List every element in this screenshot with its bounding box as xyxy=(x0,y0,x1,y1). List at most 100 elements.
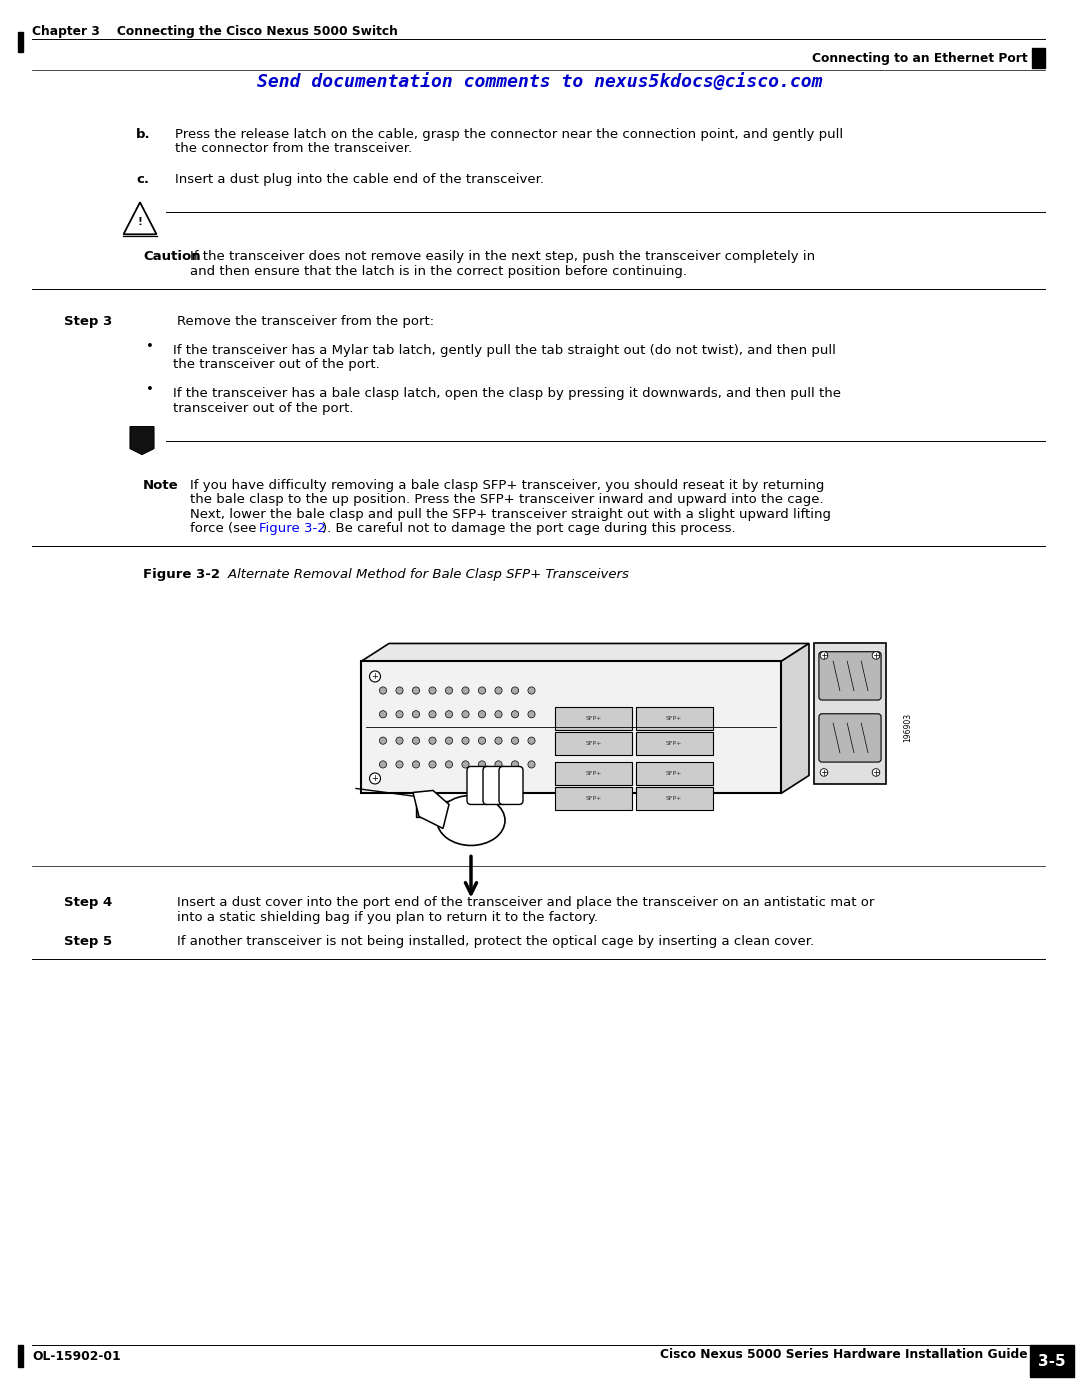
Circle shape xyxy=(478,738,486,745)
Bar xyxy=(416,802,471,817)
Circle shape xyxy=(379,761,387,768)
Text: Insert a dust plug into the cable end of the transceiver.: Insert a dust plug into the cable end of… xyxy=(175,173,544,186)
Circle shape xyxy=(429,711,436,718)
Text: SFP+: SFP+ xyxy=(666,796,683,800)
Text: If the transceiver has a bale clasp latch, open the clasp by pressing it downwar: If the transceiver has a bale clasp latc… xyxy=(173,387,841,400)
Text: Insert a dust cover into the port end of the transceiver and place the transceiv: Insert a dust cover into the port end of… xyxy=(177,897,875,909)
Circle shape xyxy=(462,761,469,768)
Text: Send documentation comments to nexus5kdocs@cisco.com: Send documentation comments to nexus5kdo… xyxy=(257,73,823,91)
Text: force (see: force (see xyxy=(190,522,260,535)
Text: !: ! xyxy=(137,218,143,228)
Text: Connecting to an Ethernet Port: Connecting to an Ethernet Port xyxy=(812,52,1028,64)
Circle shape xyxy=(396,687,403,694)
Text: +: + xyxy=(372,672,378,680)
Text: into a static shielding bag if you plan to return it to the factory.: into a static shielding bag if you plan … xyxy=(177,911,598,923)
Text: Note: Note xyxy=(143,479,178,492)
Text: Step 5: Step 5 xyxy=(64,935,112,949)
Text: +: + xyxy=(372,774,378,782)
Text: transceiver out of the port.: transceiver out of the port. xyxy=(173,401,353,415)
Circle shape xyxy=(396,738,403,745)
Bar xyxy=(1030,1345,1074,1377)
Text: Remove the transceiver from the port:: Remove the transceiver from the port: xyxy=(177,316,434,328)
Circle shape xyxy=(495,761,502,768)
Text: OL-15902-01: OL-15902-01 xyxy=(32,1351,121,1363)
Circle shape xyxy=(445,738,453,745)
Circle shape xyxy=(495,687,502,694)
Text: •: • xyxy=(146,339,153,353)
Bar xyxy=(361,661,781,793)
Circle shape xyxy=(413,687,420,694)
Circle shape xyxy=(429,738,436,745)
FancyBboxPatch shape xyxy=(819,714,881,763)
Circle shape xyxy=(478,687,486,694)
Text: If another transceiver is not being installed, protect the optical cage by inser: If another transceiver is not being inst… xyxy=(177,935,814,949)
Text: SFP+: SFP+ xyxy=(666,740,683,746)
FancyBboxPatch shape xyxy=(483,767,507,805)
Text: SFP+: SFP+ xyxy=(666,715,683,721)
FancyBboxPatch shape xyxy=(499,767,523,805)
Circle shape xyxy=(396,761,403,768)
Circle shape xyxy=(462,711,469,718)
Text: SFP+: SFP+ xyxy=(585,715,602,721)
FancyBboxPatch shape xyxy=(636,707,713,729)
Polygon shape xyxy=(130,426,154,454)
Text: the connector from the transceiver.: the connector from the transceiver. xyxy=(175,142,413,155)
Circle shape xyxy=(429,761,436,768)
Text: Figure 3-2: Figure 3-2 xyxy=(143,569,220,581)
Circle shape xyxy=(396,711,403,718)
Text: SFP+: SFP+ xyxy=(666,771,683,777)
Text: the transceiver out of the port.: the transceiver out of the port. xyxy=(173,359,380,372)
Bar xyxy=(1032,47,1045,68)
Text: •: • xyxy=(146,383,153,397)
Circle shape xyxy=(528,761,535,768)
Text: and then ensure that the latch is in the correct position before continuing.: and then ensure that the latch is in the… xyxy=(190,265,687,278)
Circle shape xyxy=(873,651,880,659)
Text: Step 3: Step 3 xyxy=(64,316,112,328)
Circle shape xyxy=(820,768,827,777)
Circle shape xyxy=(379,711,387,718)
FancyBboxPatch shape xyxy=(636,787,713,810)
Circle shape xyxy=(462,738,469,745)
Circle shape xyxy=(445,711,453,718)
Text: 3-5: 3-5 xyxy=(1038,1354,1066,1369)
Polygon shape xyxy=(781,644,809,793)
Text: Chapter 3    Connecting the Cisco Nexus 5000 Switch: Chapter 3 Connecting the Cisco Nexus 500… xyxy=(32,25,397,38)
Circle shape xyxy=(429,687,436,694)
FancyBboxPatch shape xyxy=(555,732,632,754)
Text: Next, lower the bale clasp and pull the SFP+ transceiver straight out with a sli: Next, lower the bale clasp and pull the … xyxy=(190,507,831,521)
Text: SFP+: SFP+ xyxy=(585,796,602,800)
FancyBboxPatch shape xyxy=(636,732,713,754)
Circle shape xyxy=(512,687,518,694)
Text: SFP+: SFP+ xyxy=(585,740,602,746)
Ellipse shape xyxy=(437,795,505,845)
Circle shape xyxy=(379,738,387,745)
FancyBboxPatch shape xyxy=(636,763,713,785)
Text: the bale clasp to the up position. Press the SFP+ transceiver inward and upward : the bale clasp to the up position. Press… xyxy=(190,493,824,506)
Text: If the transceiver has a Mylar tab latch, gently pull the tab straight out (do n: If the transceiver has a Mylar tab latch… xyxy=(173,344,836,358)
Circle shape xyxy=(445,761,453,768)
Text: c.: c. xyxy=(136,173,149,186)
Text: Figure 3-2: Figure 3-2 xyxy=(259,522,326,535)
Circle shape xyxy=(413,738,420,745)
Text: 196903: 196903 xyxy=(904,712,913,742)
Polygon shape xyxy=(361,644,809,661)
Circle shape xyxy=(379,687,387,694)
Circle shape xyxy=(820,651,827,659)
Bar xyxy=(18,32,23,52)
Polygon shape xyxy=(413,791,449,828)
FancyBboxPatch shape xyxy=(555,763,632,785)
Circle shape xyxy=(873,768,880,777)
FancyBboxPatch shape xyxy=(555,707,632,729)
Bar xyxy=(18,1345,23,1368)
Text: ). Be careful not to damage the port cage during this process.: ). Be careful not to damage the port cag… xyxy=(322,522,735,535)
Bar xyxy=(814,644,886,785)
Circle shape xyxy=(445,687,453,694)
Circle shape xyxy=(512,711,518,718)
Circle shape xyxy=(512,738,518,745)
Circle shape xyxy=(528,738,535,745)
Circle shape xyxy=(512,761,518,768)
Circle shape xyxy=(462,687,469,694)
Circle shape xyxy=(495,738,502,745)
FancyBboxPatch shape xyxy=(819,652,881,700)
Text: Alternate Removal Method for Bale Clasp SFP+ Transceivers: Alternate Removal Method for Bale Clasp … xyxy=(211,569,629,581)
